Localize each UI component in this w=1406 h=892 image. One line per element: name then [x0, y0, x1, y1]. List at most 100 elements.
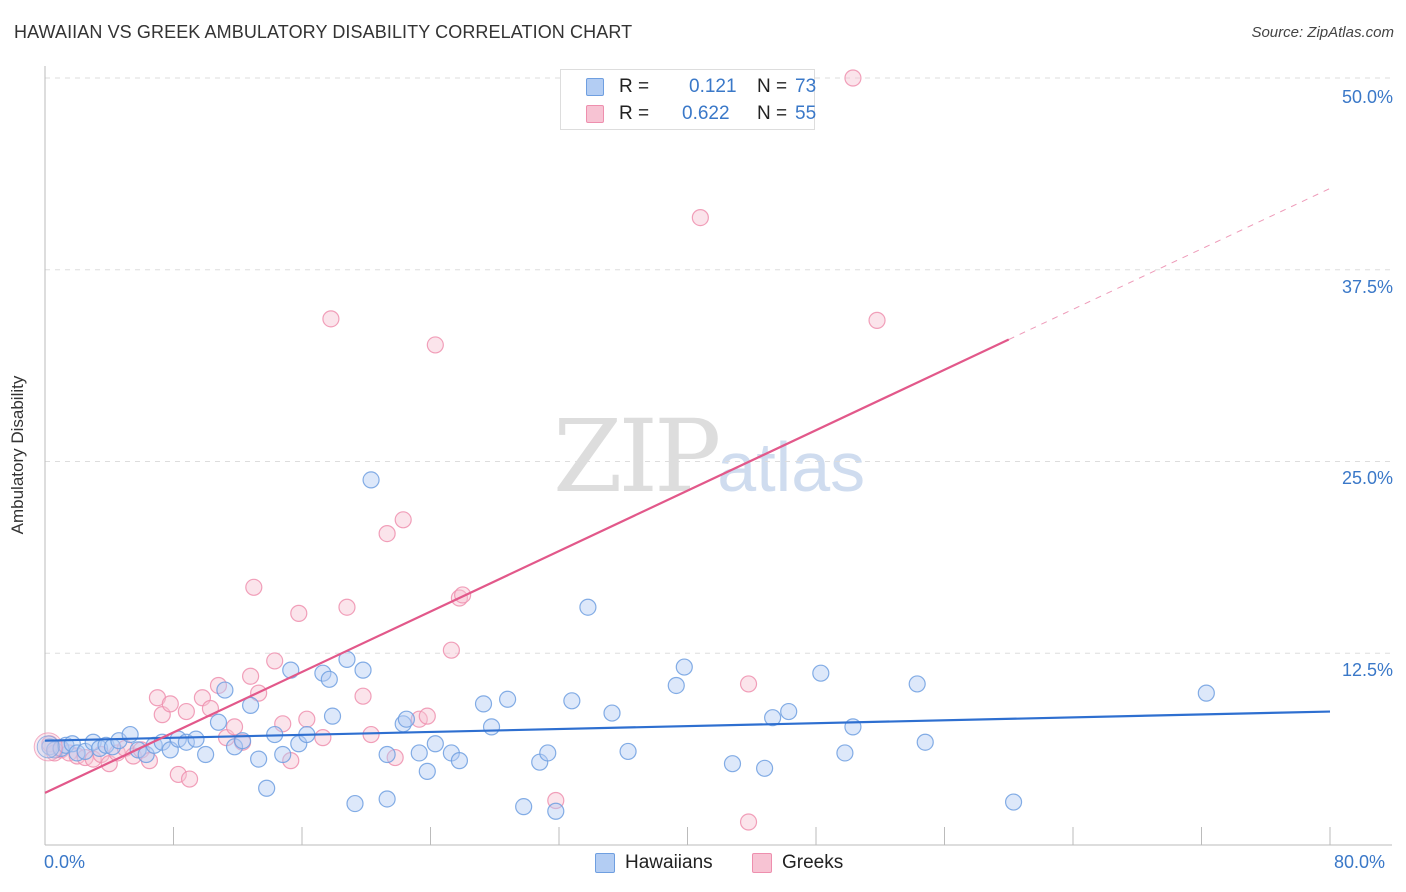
legend-n-label: N =	[757, 76, 788, 97]
hawaiian-point	[563, 692, 581, 710]
hawaiian-point	[378, 790, 396, 808]
hawaiian-point	[547, 802, 565, 820]
legend-label-hawaiians: Hawaiians	[625, 852, 713, 873]
correlation-legend: R = 0.121 N = 73 R = 0.622 N = 55	[560, 69, 817, 130]
hawaiian-point	[780, 702, 798, 721]
greek-point	[242, 667, 260, 685]
hawaiian-point	[36, 735, 60, 759]
legend-n-label: N =	[757, 103, 788, 124]
greek-point	[266, 652, 284, 670]
hawaiian-point	[362, 471, 380, 489]
hawaiian-point	[258, 779, 276, 797]
hawaiian-point	[46, 741, 64, 759]
hawaiian-point	[397, 710, 416, 728]
hawaiian-point	[410, 744, 428, 762]
hawaiian-point	[474, 695, 493, 713]
hawaiian-point	[1004, 793, 1023, 811]
greek-point	[290, 604, 308, 622]
y-tick-label: 50.0%	[1341, 87, 1393, 107]
hawaiian-point	[667, 676, 685, 695]
greek-point	[177, 702, 195, 721]
hawaiian-point	[499, 690, 517, 708]
hawaiian-point	[426, 735, 444, 753]
source-label: Source: ZipAtlas.com	[1251, 24, 1394, 41]
hawaiian-point	[675, 658, 693, 676]
hawaiian-point	[916, 733, 934, 751]
hawaiian-point	[764, 709, 782, 727]
legend-r-label: R =	[619, 103, 650, 124]
legend-label-greeks: Greeks	[782, 852, 844, 873]
greek-point	[378, 524, 396, 543]
watermark-zip: ZIP	[553, 398, 721, 515]
hawaiian-point	[515, 798, 533, 816]
hawaiian-point	[378, 745, 396, 764]
greek-point	[298, 710, 316, 728]
hawaiian-point	[209, 713, 228, 731]
greek-point	[180, 770, 199, 788]
greek-point	[691, 208, 709, 227]
y-tick-label: 37.5%	[1341, 277, 1393, 297]
legend-r-value: 0.121	[689, 76, 737, 97]
legend-item-greeks: Greeks	[752, 852, 843, 874]
hawaiians-trend-line	[44, 710, 1331, 742]
hawaiian-point	[619, 742, 637, 761]
hawaiian-point	[314, 664, 332, 682]
greek-point	[394, 511, 412, 529]
y-tick-label: 25.0%	[1341, 468, 1393, 488]
hawaiian-point	[723, 755, 742, 773]
hawaiian-point	[603, 704, 621, 722]
greek-point	[338, 598, 356, 616]
greek-point	[739, 675, 758, 693]
hawaiian-point	[242, 696, 260, 715]
hawaiian-point	[274, 745, 292, 764]
hawaiian-point	[97, 736, 115, 754]
x-tick-label-max: 80.0%	[1334, 852, 1386, 872]
greek-point	[418, 707, 436, 725]
hawaiian-point	[579, 598, 597, 616]
greek-point	[314, 729, 332, 747]
greek-point	[362, 725, 380, 744]
chart-title: HAWAIIAN VS GREEK AMBULATORY DISABILITY …	[14, 22, 633, 42]
hawaiian-point	[354, 661, 372, 679]
hawaiian-point	[323, 707, 342, 725]
hawaiian-point	[755, 759, 774, 777]
greek-point	[868, 311, 886, 329]
hawaiian-point	[216, 681, 234, 699]
greeks-trend-extension	[1008, 187, 1331, 340]
hawaiian-point	[320, 670, 338, 688]
legend-r-value: 0.622	[682, 103, 730, 124]
hawaiian-point	[482, 718, 501, 736]
hawaiians-swatch	[595, 853, 615, 873]
legend-n-value: 55	[795, 103, 817, 124]
hawaiian-point	[418, 762, 436, 780]
greek-point	[442, 641, 460, 659]
hawaiian-point	[250, 750, 268, 768]
greek-point	[354, 687, 372, 705]
hawaiian-point	[908, 675, 926, 693]
hawaiian-point	[121, 725, 139, 744]
greek-point	[245, 578, 263, 596]
greeks-swatch	[586, 105, 604, 123]
hawaiian-point	[1197, 684, 1215, 702]
hawaiian-point	[197, 745, 215, 764]
legend-r-label: R =	[619, 76, 650, 97]
hawaiian-point	[346, 794, 364, 813]
hawaiian-point	[539, 744, 557, 762]
greeks-trend-line	[44, 338, 1010, 794]
y-tick-label: 12.5%	[1341, 660, 1393, 680]
hawaiian-point	[450, 752, 469, 770]
watermark: ZIPatlas	[553, 398, 865, 515]
hawaiian-point	[84, 733, 102, 751]
greek-point	[739, 813, 758, 831]
hawaiian-point	[812, 664, 830, 682]
greek-point	[844, 69, 862, 87]
hawaiians-swatch	[586, 78, 604, 96]
greek-point	[426, 336, 444, 354]
hawaiian-point	[187, 730, 205, 748]
greek-point	[225, 718, 244, 736]
legend-n-value: 73	[795, 76, 817, 97]
greek-point	[322, 310, 340, 328]
greeks-swatch	[752, 853, 772, 873]
greek-point	[161, 695, 179, 713]
